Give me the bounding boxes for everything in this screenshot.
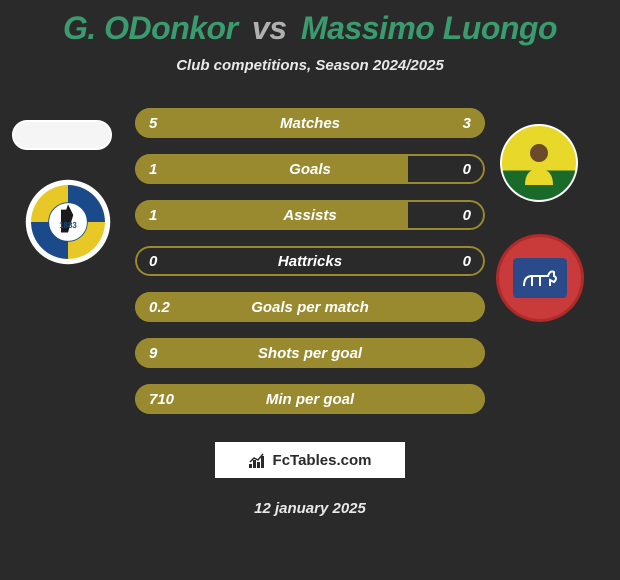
svg-text:1883: 1883 bbox=[59, 221, 77, 230]
subtitle: Club competitions, Season 2024/2025 bbox=[0, 57, 620, 74]
stat-label: Goals per match bbox=[135, 292, 485, 322]
bristol-rovers-badge-icon: 1883 bbox=[24, 178, 112, 266]
stat-label: Assists bbox=[135, 200, 485, 230]
stat-bar-row: 00Hattricks bbox=[135, 246, 485, 276]
horse-icon bbox=[520, 266, 560, 290]
player2-name: Massimo Luongo bbox=[301, 10, 557, 46]
player2-photo bbox=[500, 124, 578, 202]
stat-bar-row: 10Goals bbox=[135, 154, 485, 184]
fctables-label: FcTables.com bbox=[273, 452, 372, 469]
fctables-branding[interactable]: FcTables.com bbox=[215, 442, 405, 478]
vs-text: vs bbox=[252, 10, 287, 46]
player2-club-badge bbox=[496, 234, 584, 322]
stat-label: Hattricks bbox=[135, 246, 485, 276]
player2-silhouette-icon bbox=[519, 141, 559, 185]
stat-label: Matches bbox=[135, 108, 485, 138]
stat-bar-row: 53Matches bbox=[135, 108, 485, 138]
stat-label: Shots per goal bbox=[135, 338, 485, 368]
ipswich-badge-inner bbox=[513, 258, 567, 298]
date-text: 12 january 2025 bbox=[0, 500, 620, 517]
player1-club-badge: 1883 bbox=[24, 178, 112, 266]
comparison-title: G. ODonkor vs Massimo Luongo bbox=[0, 0, 620, 47]
player1-name: G. ODonkor bbox=[63, 10, 238, 46]
stat-label: Goals bbox=[135, 154, 485, 184]
player1-photo bbox=[12, 120, 112, 150]
stat-label: Min per goal bbox=[135, 384, 485, 414]
stat-bar-row: 0.2Goals per match bbox=[135, 292, 485, 322]
stat-bar-row: 710Min per goal bbox=[135, 384, 485, 414]
fctables-logo-icon bbox=[249, 452, 267, 468]
stat-bar-row: 9Shots per goal bbox=[135, 338, 485, 368]
stat-bar-row: 10Assists bbox=[135, 200, 485, 230]
